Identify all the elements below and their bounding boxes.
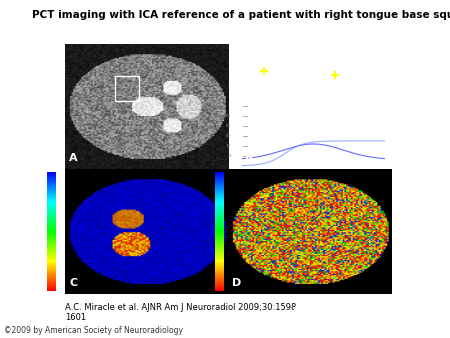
Bar xyxy=(115,76,140,101)
Text: ©2009 by American Society of Neuroradiology: ©2009 by American Society of Neuroradiol… xyxy=(4,325,184,335)
Text: 80: 80 xyxy=(226,115,231,119)
Text: A.C. Miracle et al. AJNR Am J Neuroradiol 2009;30:1598-
1601: A.C. Miracle et al. AJNR Am J Neuroradio… xyxy=(65,303,300,322)
Text: PCT imaging with ICA reference of a patient with right tongue base squamous cell: PCT imaging with ICA reference of a pati… xyxy=(32,10,450,20)
Text: 40: 40 xyxy=(226,135,231,139)
Text: 60: 60 xyxy=(226,124,231,128)
Text: D: D xyxy=(233,279,242,288)
Text: C: C xyxy=(69,279,77,288)
Text: 0: 0 xyxy=(229,154,231,159)
Text: B: B xyxy=(245,156,254,167)
Text: 20: 20 xyxy=(226,144,231,148)
Text: AMERICAN JOURNAL OF NEURORADIOLOGY: AMERICAN JOURNAL OF NEURORADIOLOGY xyxy=(271,321,377,326)
Text: AJNR: AJNR xyxy=(293,296,355,316)
Text: A: A xyxy=(69,153,78,163)
